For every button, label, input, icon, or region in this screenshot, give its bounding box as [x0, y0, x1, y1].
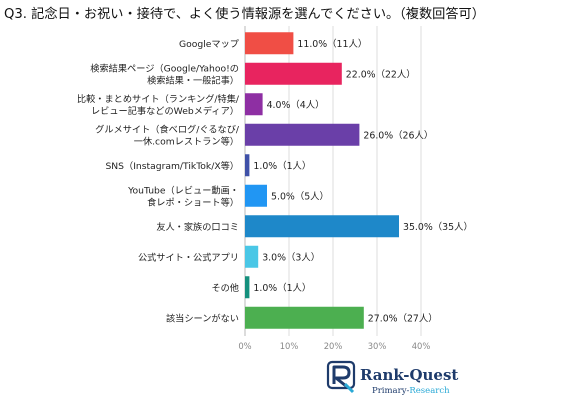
- chart-title: Q3. 記念日・お祝い・接待で、よく使う情報源を選んでください。（複数回答可）: [4, 7, 485, 22]
- bar: [245, 215, 399, 238]
- bars: [245, 32, 399, 329]
- category-label: 公式サイト・公式アプリ: [138, 251, 239, 263]
- category-label-line: 比較・まとめサイト（ランキング/特集/: [77, 93, 240, 105]
- data-label: 5.0%（5人）: [271, 191, 329, 202]
- data-label: 27.0%（27人）: [368, 313, 438, 324]
- data-label: 3.0%（3人）: [262, 252, 320, 263]
- logo-mark: [326, 360, 356, 394]
- bar: [245, 93, 263, 116]
- brand-subtitle-pre: Primary-: [372, 386, 409, 396]
- bar: [245, 306, 364, 329]
- category-label: 検索結果ページ（Google/Yahoo!の検索結果・一般記事）: [90, 62, 239, 86]
- category-label-line: 公式サイト・公式アプリ: [138, 251, 239, 263]
- bar: [245, 62, 342, 85]
- category-label-line: 一休.comレストラン等）: [134, 135, 239, 147]
- brand-name: Rank-Quest: [360, 366, 458, 384]
- category-label: 該当シーンがない: [166, 312, 239, 324]
- category-label-line: 検索結果ページ（Google/Yahoo!の: [90, 62, 239, 74]
- category-label-line: グルメサイト（食べログ/ぐるなび/: [95, 123, 240, 135]
- brand-subtitle: Primary-Research: [372, 386, 450, 396]
- category-label: 友人・家族の口コミ: [156, 221, 239, 233]
- x-tick-label: 40%: [412, 341, 431, 351]
- bar: [245, 276, 250, 299]
- bar-chart: Googleマップ検索結果ページ（Google/Yahoo!の検索結果・一般記事…: [77, 26, 473, 351]
- bar: [245, 32, 294, 55]
- category-label: グルメサイト（食べログ/ぐるなび/一休.comレストラン等）: [95, 123, 240, 147]
- category-label: YouTube（レビュー動画・食レポ・ショート等）: [127, 185, 239, 208]
- x-tick-label: 0%: [238, 341, 251, 351]
- data-label: 26.0%（26人）: [363, 130, 433, 141]
- brand-subtitle-post: Research: [409, 386, 450, 396]
- category-label: SNS（Instagram/TikTok/X等）: [105, 160, 239, 172]
- category-label: その他: [211, 282, 239, 294]
- category-label-line: 検索結果・一般記事）: [147, 74, 239, 86]
- data-label: 1.0%（1人）: [253, 161, 311, 172]
- category-label-line: 食レポ・ショート等）: [147, 196, 239, 208]
- bar: [245, 245, 259, 268]
- x-tick-label: 20%: [324, 341, 343, 351]
- bar: [245, 184, 267, 207]
- category-label-line: YouTube（レビュー動画・: [127, 185, 239, 196]
- bar: [245, 123, 360, 146]
- value-labels: 11.0%（11人） 22.0%（22人） 4.0%（4人） 26.0%（26人） 1.…: [253, 39, 472, 325]
- data-label: 22.0%（22人）: [346, 69, 416, 80]
- category-label-line: 友人・家族の口コミ: [156, 221, 239, 233]
- data-label: 11.0%（11人）: [297, 39, 367, 50]
- category-label-line: レビュー記事などのWebメディア）: [91, 105, 239, 117]
- x-tick-label: 30%: [368, 341, 387, 351]
- data-label: 1.0%（1人）: [253, 283, 311, 294]
- bar: [245, 154, 250, 177]
- category-label-line: 該当シーンがない: [166, 312, 239, 324]
- category-label-line: SNS（Instagram/TikTok/X等）: [105, 160, 239, 172]
- data-label: 4.0%（4人）: [267, 100, 325, 111]
- category-label-line: その他: [211, 282, 239, 294]
- category-label: Googleマップ: [179, 39, 240, 50]
- data-label: 35.0%（35人）: [403, 222, 473, 233]
- category-label-line: Googleマップ: [179, 39, 240, 50]
- category-label: 比較・まとめサイト（ランキング/特集/レビュー記事などのWebメディア）: [77, 93, 240, 117]
- category-labels: Googleマップ検索結果ページ（Google/Yahoo!の検索結果・一般記事…: [77, 39, 240, 325]
- x-tick-label: 10%: [280, 341, 299, 351]
- x-axis-ticks: 0% 10% 20% 30% 40%: [238, 341, 430, 351]
